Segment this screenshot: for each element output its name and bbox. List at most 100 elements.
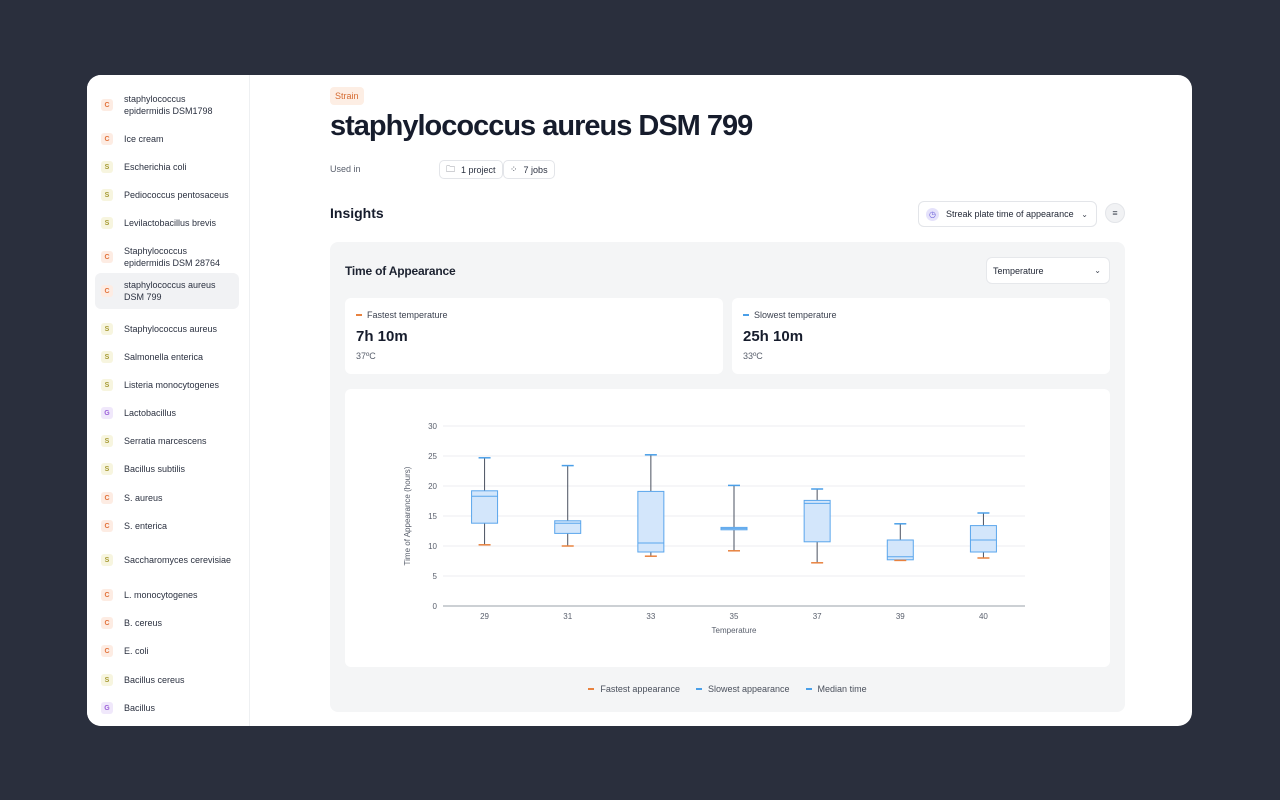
sidebar-item-badge: C (101, 589, 113, 601)
sidebar-item-badge: S (101, 674, 113, 686)
sidebar-item-badge: C (101, 492, 113, 504)
legend-median-label: Median time (817, 684, 867, 694)
sidebar-item-label: Bacillus (124, 702, 156, 713)
fastest-card-label-row: Fastest temperature (356, 310, 448, 320)
sidebar-item-label: Bacillus cereus (124, 674, 185, 685)
sidebar-item-label: Staphylococcus epidermidis DSM 28764 (124, 245, 221, 269)
x-tick-label: 29 (480, 612, 489, 621)
x-tick-label: 35 (730, 612, 739, 621)
sidebar-item-label: Staphylococcus aureus (124, 323, 218, 334)
page-title: staphylococcus aureus DSM 799 (330, 110, 753, 142)
median-legend-icon (805, 688, 812, 690)
project-pill-label: 1 project (461, 164, 496, 175)
sidebar-item[interactable]: S Saccharomyces cerevisiae (95, 542, 239, 578)
y-tick-label: 20 (428, 482, 437, 491)
fastest-label: Fastest temperature (367, 310, 448, 320)
sidebar-item[interactable]: C B. cereus (95, 611, 239, 635)
sidebar-item-badge: G (101, 407, 113, 419)
legend-median[interactable]: Median time (805, 684, 867, 694)
fastest-card: Fastest temperature 7h 10m 37ºC (345, 298, 723, 374)
sidebar-item-label: Pediococcus pentosaceus (124, 189, 229, 200)
x-axis-label: Temperature (712, 626, 757, 635)
x-tick-label: 39 (896, 612, 905, 621)
y-tick-label: 15 (428, 512, 437, 521)
jobs-pill-label: 7 jobs (523, 164, 548, 175)
sidebar-item-badge: S (101, 161, 113, 173)
sidebar-item-badge: S (101, 351, 113, 363)
sidebar-item[interactable]: S Pediococcus pentosaceus (95, 183, 239, 207)
time-of-appearance-panel: Time of Appearance Temperature ⌄ Fastest… (330, 242, 1125, 712)
y-tick-label: 5 (433, 572, 438, 581)
sidebar-item-label: Ice cream (124, 133, 164, 144)
grid-icon: ⁘ (510, 164, 518, 174)
sidebar-item[interactable]: G Bacillus (95, 696, 239, 720)
x-tick-label: 31 (563, 612, 572, 621)
filter-icon: ≡ (1112, 208, 1118, 218)
sidebar-item-label: B. cereus (124, 617, 163, 628)
metric-select[interactable]: ◷ Streak plate time of appearance ⌄ (918, 201, 1097, 227)
sidebar-item-badge: S (101, 379, 113, 391)
sidebar-item[interactable]: S Listeria monocytogenes (95, 373, 239, 397)
filter-button[interactable]: ≡ (1105, 203, 1125, 223)
sidebar-item-label: S. enterica (124, 520, 168, 531)
chart-card: 0 5 10 15 20 25 30 29 31 33 35 37 39 40 Temperature Tim… (345, 389, 1110, 667)
sidebar-item-badge: S (101, 189, 113, 201)
legend-fastest-label: Fastest appearance (600, 684, 680, 694)
group-by-select-value: Temperature (993, 265, 1044, 276)
slowest-card: Slowest temperature 25h 10m 33ºC (732, 298, 1110, 374)
sidebar-item-label: Levilactobacillus brevis (124, 217, 217, 228)
project-pill[interactable]: 🗀 1 project (439, 160, 503, 179)
sidebar-item-label: Bacillus subtilis (124, 463, 186, 474)
main-content: Strain staphylococcus aureus DSM 799 Use… (330, 75, 1125, 726)
sidebar-item[interactable]: S Escherichia coli (95, 155, 239, 179)
sidebar-item-label: S. aureus (124, 492, 163, 503)
jobs-pill[interactable]: ⁘ 7 jobs (503, 160, 555, 179)
sidebar-item[interactable]: S Levilactobacillus brevis (95, 211, 239, 235)
slowest-dash-icon (743, 314, 749, 316)
sidebar-item-label: E. coli (124, 645, 149, 656)
sidebar-item[interactable]: C E. coli (95, 639, 239, 663)
sidebar-item[interactable]: C S. enterica (95, 514, 239, 538)
sidebar-item[interactable]: C S. aureus (95, 486, 239, 510)
sidebar-item-badge: C (101, 251, 113, 263)
used-in-label: Used in (330, 164, 361, 174)
sidebar-item[interactable]: S Bacillus subtilis (95, 457, 239, 481)
fastest-value: 7h 10m (356, 328, 408, 345)
sidebar-item-label: Listeria monocytogenes (124, 379, 220, 390)
panel-title: Time of Appearance (345, 264, 456, 278)
sidebar-item[interactable]: S Staphylococcus aureus (95, 317, 239, 341)
box (471, 490, 499, 524)
y-tick-label: 0 (433, 602, 438, 611)
sidebar-item-badge: C (101, 99, 113, 111)
sidebar-item-badge: C (101, 645, 113, 657)
sidebar-item[interactable]: S Serratia marcescens (95, 429, 239, 453)
sidebar-item-label: Serratia marcescens (124, 435, 207, 446)
box (637, 490, 665, 553)
sidebar-item-label: Salmonella enterica (124, 351, 204, 362)
group-by-select[interactable]: Temperature ⌄ (986, 257, 1110, 284)
sidebar-item[interactable]: C Ice cream (95, 127, 239, 151)
sidebar-item-badge: C (101, 285, 113, 297)
sidebar-item-badge: C (101, 617, 113, 629)
chart-legend: Fastest appearance Slowest appearance Me… (330, 684, 1125, 694)
sidebar-item[interactable]: C L. monocytogenes (95, 583, 239, 607)
slowest-temperature: 33ºC (743, 351, 763, 361)
legend-slowest[interactable]: Slowest appearance (695, 684, 790, 694)
slowest-label: Slowest temperature (754, 310, 837, 320)
fastest-dash-icon (356, 314, 362, 316)
slowest-card-label-row: Slowest temperature (743, 310, 837, 320)
sidebar-item[interactable]: C Staphylococcus epidermidis DSM 28764 (95, 239, 239, 275)
sidebar-item[interactable]: S Bacillus cereus (95, 668, 239, 692)
sidebar-item-badge: C (101, 133, 113, 145)
sidebar-item[interactable]: G Lactobacillus (95, 401, 239, 425)
legend-fastest[interactable]: Fastest appearance (588, 684, 680, 694)
sidebar-item-label: L. monocytogenes (124, 589, 198, 600)
sidebar-item-badge: S (101, 323, 113, 335)
metric-select-value: Streak plate time of appearance (946, 209, 1074, 219)
sidebar-item-label: staphylococcus aureus DSM 799 (124, 279, 216, 303)
box (554, 520, 582, 534)
sidebar-item[interactable]: S Salmonella enterica (95, 345, 239, 369)
